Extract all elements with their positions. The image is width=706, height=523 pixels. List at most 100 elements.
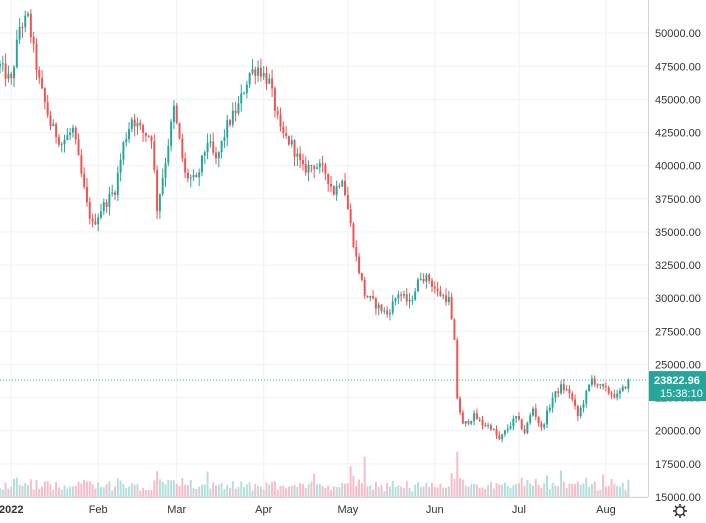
volume-bar (599, 489, 602, 497)
volume-bar (546, 475, 548, 497)
volume-bar (13, 478, 16, 497)
candle-body (386, 310, 389, 315)
y-tick-label: 35000.00 (655, 227, 701, 239)
candle-body (501, 434, 504, 440)
candle-body (220, 140, 223, 153)
candle-body (184, 158, 187, 173)
candle-body (212, 141, 215, 153)
candle-body (226, 120, 229, 138)
volume-bar (251, 490, 254, 497)
candle-body (509, 426, 512, 429)
volume-bar (540, 487, 543, 497)
candle-body (332, 186, 335, 195)
candle-body (341, 180, 344, 187)
volume-bar (607, 485, 610, 497)
candle-body (111, 192, 114, 194)
volume-bar (310, 482, 313, 497)
volume-bar (562, 481, 565, 497)
volume-bar (377, 487, 380, 497)
candle-body (604, 386, 607, 388)
candle-body (114, 192, 116, 196)
volume-bar (237, 487, 240, 497)
volume-bar (63, 485, 66, 497)
candle-body (122, 142, 125, 160)
candle-body (234, 110, 237, 114)
volume-bar (428, 487, 431, 497)
candle-body (459, 398, 462, 413)
candle-body (316, 167, 318, 169)
volume-bar (447, 486, 450, 497)
volume-bar (200, 484, 203, 497)
volume-bar (257, 486, 260, 497)
candle-body (391, 301, 394, 313)
candle-body (557, 391, 560, 394)
volume-bar (532, 485, 534, 497)
volume-bar (175, 483, 178, 497)
candle-body (251, 69, 254, 73)
volume-bar (15, 477, 18, 497)
volume-bar (411, 491, 414, 497)
volume-bar (461, 479, 464, 497)
candle-body (411, 299, 414, 301)
volume-bar (610, 478, 613, 497)
volume-bar (24, 483, 27, 497)
volume-bar (621, 482, 624, 497)
candle-body (436, 288, 439, 292)
candle-body (301, 159, 304, 165)
volume-bar (442, 487, 445, 497)
volume-bar (616, 486, 619, 497)
volume-bar (35, 479, 38, 497)
volume-bar (568, 483, 571, 497)
candle-body (130, 119, 133, 130)
volume-bar (433, 487, 436, 497)
candle-body (18, 26, 21, 40)
x-tick-label: Jul (512, 504, 526, 516)
volume-bar (416, 482, 419, 497)
candle-body (582, 403, 585, 408)
candle-body (571, 393, 574, 400)
volume-bar (602, 474, 605, 497)
y-tick-label: 40000.00 (655, 161, 701, 173)
candle-body (489, 425, 492, 430)
candle-body (523, 429, 526, 433)
volume-bar (301, 484, 304, 497)
volume-bar (487, 485, 490, 497)
y-tick-label: 27500.00 (655, 326, 701, 338)
volume-bar (111, 490, 114, 497)
candle-body (125, 139, 128, 143)
volume-bar (369, 485, 372, 497)
volume-bar (105, 484, 108, 497)
gear-icon[interactable] (673, 504, 687, 518)
volume-bar (304, 488, 307, 497)
candle-body (116, 172, 119, 196)
volume-bar (489, 482, 492, 497)
candle-body (442, 295, 445, 297)
volume-bar (526, 480, 529, 497)
candle-body (237, 103, 240, 114)
volume-bar (394, 486, 397, 497)
candle-body (150, 136, 153, 142)
volume-bar (402, 487, 405, 497)
volume-bar (557, 486, 560, 497)
volume-bar (122, 483, 125, 497)
volume-bar (363, 456, 366, 497)
candle-body (296, 153, 299, 157)
candle-body (80, 155, 83, 174)
volume-bar (91, 484, 94, 497)
volume-bar (268, 484, 271, 497)
candle-body (128, 129, 131, 140)
candle-body (88, 202, 91, 219)
x-tick-label: May (337, 504, 358, 516)
y-tick-label: 30000.00 (655, 293, 701, 305)
volume-bar (627, 479, 630, 497)
candle-body (200, 155, 203, 173)
candle-body (402, 294, 405, 296)
candle-body (299, 153, 302, 160)
candle-body (574, 399, 577, 406)
candle-body (481, 419, 484, 426)
volume-bar (181, 477, 184, 497)
candle-body (310, 165, 313, 167)
volume-bar (243, 487, 246, 497)
x-tick-label: Feb (89, 504, 108, 516)
